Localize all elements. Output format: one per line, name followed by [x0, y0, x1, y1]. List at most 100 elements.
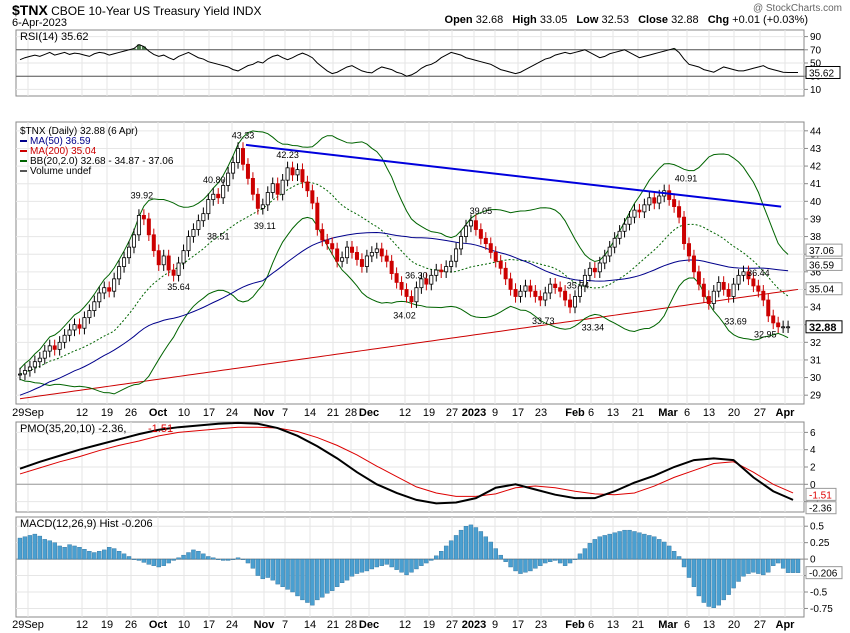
- candle-body: [523, 285, 528, 292]
- bb-upper-line: [19, 130, 789, 370]
- macd-hist-bar: [285, 558, 290, 590]
- macd-hist-bar: [548, 558, 553, 562]
- price-ytick-label: 34: [810, 303, 822, 314]
- macd-hist-bar: [498, 554, 503, 560]
- low-label: Low: [576, 14, 599, 26]
- macd-hist-bar: [448, 540, 454, 560]
- x-axis-bottom-tick-label: Mar: [658, 619, 678, 631]
- x-axis-top-tick-label: 21: [327, 407, 339, 419]
- candle-body: [211, 193, 216, 200]
- candle-body: [696, 271, 701, 285]
- candle-body: [379, 248, 384, 257]
- price-annotation: 40.91: [675, 173, 698, 183]
- candle-body: [607, 246, 612, 257]
- macd-hist-bar: [97, 551, 102, 560]
- macd-hist-bar: [552, 558, 558, 561]
- macd-hist-bar: [230, 558, 236, 560]
- x-axis-top-tick-label: 14: [304, 407, 316, 419]
- x-axis-bottom-tick-label: 10: [178, 619, 190, 631]
- x-axis-bottom-tick-label: 27: [446, 619, 458, 631]
- candle-body: [553, 283, 558, 289]
- candle-body: [459, 236, 464, 250]
- candle-body: [226, 172, 231, 186]
- ma50-line: [19, 232, 789, 396]
- candle-body: [766, 299, 771, 317]
- candle-body: [389, 260, 394, 274]
- candle-body: [468, 220, 473, 227]
- price-ytick-label: 38: [810, 232, 822, 243]
- price-ytick-label: 43: [810, 144, 822, 155]
- candle-body: [151, 234, 156, 252]
- x-axis-top-tick-label: 19: [423, 407, 435, 419]
- macd-hist-bar: [27, 535, 33, 560]
- macd-hist-bar: [493, 548, 498, 560]
- price-ytick-label: 36: [810, 267, 822, 278]
- candle-body: [394, 273, 399, 283]
- open-value: 32.68: [475, 14, 504, 26]
- candle-body: [602, 255, 607, 264]
- macd-hist-bar: [280, 558, 285, 587]
- x-axis-top-tick-label: 10: [178, 407, 190, 419]
- candle-body: [141, 215, 146, 220]
- macd-hist-bar: [726, 558, 731, 595]
- macd-hist-bar: [443, 545, 449, 560]
- high-value: 33.05: [539, 14, 568, 26]
- price-annotation: 33.69: [724, 317, 747, 327]
- candle-body: [672, 199, 677, 208]
- x-axis-bottom-tick-label: 12: [76, 619, 88, 631]
- macd-hist-bar: [126, 556, 132, 560]
- macd-hist-bar: [414, 558, 419, 570]
- candle-body: [117, 266, 122, 280]
- x-axis-top-tick-label: 2023: [462, 407, 486, 419]
- macd-hist-bar: [473, 527, 479, 560]
- pmo-right-box: [805, 501, 837, 515]
- candle-body: [275, 183, 280, 195]
- candle-body: [781, 326, 786, 329]
- candle-body: [310, 190, 315, 204]
- ohlc-readout: Open 32.68 High 33.05 Low 32.53 Close 32…: [439, 14, 808, 26]
- candle-body: [62, 334, 67, 343]
- candle-body: [27, 366, 32, 371]
- macd-hist-bar: [171, 558, 176, 561]
- x-axis-top-tick-label: 24: [226, 407, 238, 419]
- candle-body: [216, 193, 221, 199]
- x-axis-bottom-tick-label: 6: [588, 619, 594, 631]
- candle-body: [161, 255, 166, 266]
- candle-body: [47, 345, 52, 352]
- candle-body: [290, 167, 295, 176]
- price-right-box: [805, 257, 843, 271]
- macd-hist-bar: [334, 558, 340, 587]
- candle-body: [345, 246, 350, 259]
- low-value: 32.53: [601, 14, 630, 26]
- macd-hist-bar: [775, 558, 781, 564]
- macd-hist-bar: [250, 558, 256, 569]
- pmo-legend: PMO(35,20,10) -2.36,: [20, 423, 126, 435]
- x-axis-bottom-tick-label: 14: [304, 619, 316, 631]
- pmo-ytick-label: 6: [810, 428, 816, 439]
- x-axis-top-tick-label: 7: [282, 407, 288, 419]
- candle-body: [632, 209, 637, 218]
- macd-hist-bar: [300, 558, 305, 601]
- candle-body: [354, 252, 359, 260]
- macd-hist-bar: [513, 558, 518, 572]
- close-label: Close: [638, 14, 669, 26]
- candle-body: [369, 252, 374, 257]
- macd-hist-bar: [176, 557, 181, 560]
- open-label: Open: [444, 14, 473, 26]
- macd-hist-bar: [478, 531, 484, 560]
- candle-body: [280, 179, 285, 195]
- x-axis-bottom-tick-label: 12: [399, 619, 411, 631]
- candle-body: [374, 248, 379, 253]
- price-right-label: 32.88: [809, 322, 837, 334]
- macd-hist-bar: [116, 551, 122, 560]
- candle-body: [112, 278, 117, 292]
- macd-hist-bar: [637, 532, 642, 560]
- candle-body: [726, 289, 731, 297]
- price-ytick-label: 31: [810, 355, 822, 366]
- macd-hist-bar: [92, 552, 97, 560]
- candle-body: [359, 259, 364, 267]
- candle-body: [657, 195, 662, 204]
- candle-body: [563, 290, 568, 301]
- macd-hist-bar: [260, 558, 266, 580]
- macd-legend: MACD(12,26,9) Hist -0.206: [20, 518, 153, 530]
